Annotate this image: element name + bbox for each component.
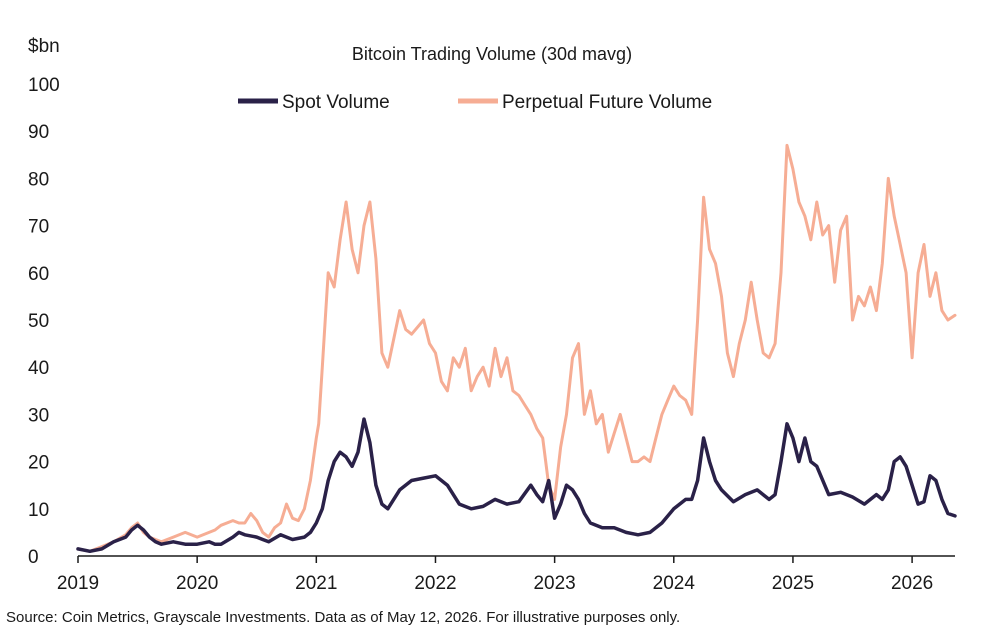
legend-label-spot: Spot Volume [282,92,390,113]
y-tick-label: 100 [28,75,60,96]
x-tick-label: 2019 [57,573,99,594]
x-tick-label: 2023 [533,573,575,594]
source-note: Source: Coin Metrics, Grayscale Investme… [6,609,681,626]
x-tick-label: 2021 [295,573,337,594]
series-line-perpetual-future-volume [76,143,957,553]
y-tick-label: 10 [28,500,49,521]
y-axis-unit-label: $bn [28,36,60,57]
legend-label-perp: Perpetual Future Volume [502,92,712,113]
y-tick-label: 40 [28,358,49,379]
y-tick-label: 50 [28,311,49,332]
chart-title: Bitcoin Trading Volume (30d mavg) [352,44,632,64]
series-line-spot-volume [76,417,957,554]
x-tick-label: 2022 [414,573,456,594]
x-tick-label: 2026 [891,573,933,594]
y-tick-label: 60 [28,264,49,285]
legend: Spot Volume Perpetual Future Volume [238,92,712,113]
y-tick-label: 0 [28,547,39,568]
x-tick-label: 2025 [772,573,814,594]
y-tick-label: 30 [28,405,49,426]
x-tick-label: 2024 [653,573,696,594]
y-tick-label: 70 [28,217,49,238]
y-tick-label: 90 [28,122,49,143]
y-tick-label: 20 [28,453,49,474]
y-tick-label: 80 [28,169,49,190]
x-tick-label: 2020 [176,573,218,594]
y-axis: 0 10 20 30 40 50 60 70 80 90 100 [28,75,60,568]
x-axis: 2019 2020 2021 2022 2023 2024 2025 2026 [57,556,933,594]
